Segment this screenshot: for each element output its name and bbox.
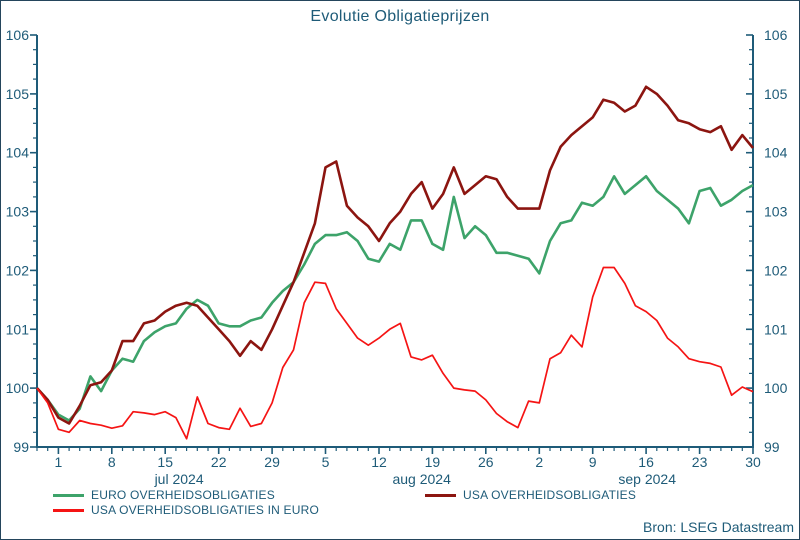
svg-text:101: 101 (6, 321, 30, 337)
legend-label-usa-in-euro: USA OVERHEIDSOBLIGATIES IN EURO (91, 503, 320, 517)
svg-text:29: 29 (264, 454, 280, 470)
x-axis-month-labels: jul 2024 aug 2024 sep 2024 (154, 471, 677, 487)
svg-text:101: 101 (764, 321, 788, 337)
plot-axes (36, 35, 754, 448)
legend-label-euro: EURO OVERHEIDSOBLIGATIES (91, 488, 275, 502)
svg-text:104: 104 (6, 145, 30, 161)
legend-item-euro: EURO OVERHEIDSOBLIGATIES (53, 488, 275, 502)
svg-text:103: 103 (764, 204, 788, 220)
svg-text:sep 2024: sep 2024 (618, 471, 676, 487)
svg-text:105: 105 (764, 86, 788, 102)
svg-text:102: 102 (764, 262, 788, 278)
svg-text:5: 5 (322, 454, 330, 470)
usa-in-euro-line-swatch (53, 508, 84, 512)
svg-text:22: 22 (211, 454, 227, 470)
svg-text:1: 1 (55, 454, 63, 470)
svg-text:99: 99 (13, 439, 29, 455)
y-axis-ticks: 99 99 100 100 101 101 102 102 103 103 104 104 105 105… (6, 27, 788, 455)
svg-text:16: 16 (638, 454, 654, 470)
svg-text:106: 106 (6, 27, 30, 43)
chart-title: Evolutie Obligatieprijzen (310, 8, 490, 25)
svg-text:23: 23 (692, 454, 708, 470)
legend-label-usa: USA OVERHEIDSOBLIGATIES (463, 488, 637, 502)
legend-item-usa-in-euro: USA OVERHEIDSOBLIGATIES IN EURO (53, 503, 319, 517)
usa-line-swatch (425, 493, 456, 497)
svg-text:103: 103 (6, 204, 30, 220)
svg-text:jul 2024: jul 2024 (154, 471, 204, 487)
svg-text:104: 104 (764, 145, 788, 161)
svg-text:12: 12 (371, 454, 387, 470)
svg-text:100: 100 (764, 380, 788, 396)
euro-line-swatch (53, 493, 84, 497)
legend-item-usa: USA OVERHEIDSOBLIGATIES (425, 488, 636, 502)
svg-text:99: 99 (764, 439, 780, 455)
x-axis-ticks: 1 8 15 22 29 5 12 19 26 2 9 16 23 30 (36, 447, 761, 470)
svg-text:9: 9 (589, 454, 597, 470)
svg-text:15: 15 (157, 454, 173, 470)
svg-text:106: 106 (764, 27, 788, 43)
euro-series-line (36, 175, 754, 422)
svg-text:100: 100 (6, 380, 30, 396)
svg-text:105: 105 (6, 86, 30, 102)
svg-text:8: 8 (108, 454, 116, 470)
svg-text:aug 2024: aug 2024 (392, 471, 451, 487)
svg-text:102: 102 (6, 262, 30, 278)
svg-text:30: 30 (745, 454, 761, 470)
svg-text:26: 26 (478, 454, 494, 470)
usa-in-euro-series-line (36, 266, 754, 440)
usa-series-line (36, 85, 755, 425)
svg-text:19: 19 (425, 454, 441, 470)
source-credit: Bron: LSEG Datastream (643, 519, 794, 535)
svg-text:2: 2 (535, 454, 543, 470)
